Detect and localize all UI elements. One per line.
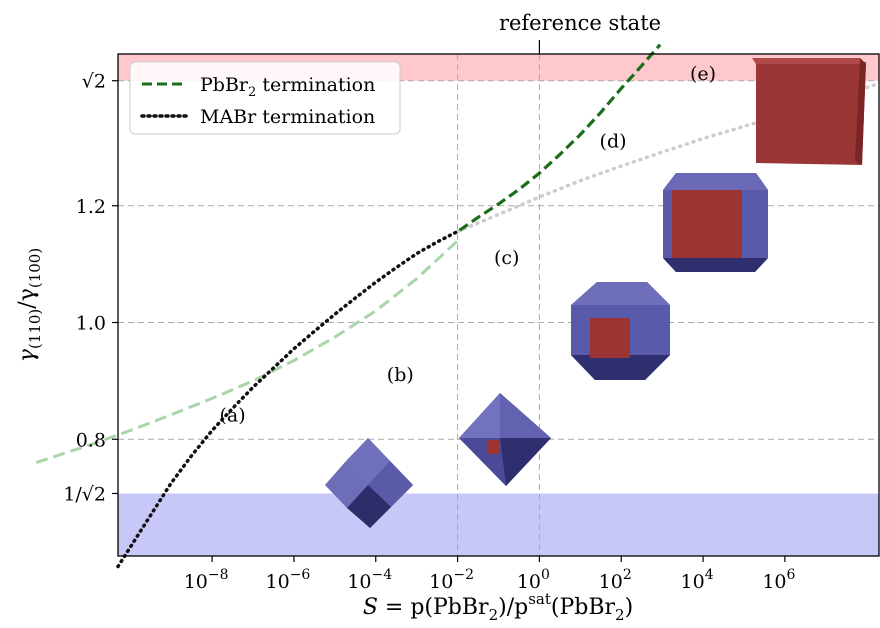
series-line-0 <box>458 43 662 232</box>
legend: PbBr2 termination MABr termination <box>129 61 401 135</box>
shape-label: (a) <box>219 405 245 427</box>
crystal-b-icon <box>459 393 551 486</box>
y-tick-label: 1.2 <box>76 196 106 218</box>
shape-label: (c) <box>494 247 519 269</box>
x-tick-label: 104 <box>681 567 714 593</box>
x-tick-label: 10−4 <box>347 567 392 593</box>
x-tick-label: 10−2 <box>429 567 474 593</box>
y-tick-label: 0.8 <box>76 429 106 451</box>
shape-label: (e) <box>690 63 716 85</box>
crystal-d-icon <box>663 173 768 272</box>
x-tick-label: 106 <box>762 567 795 593</box>
crystal-e-icon <box>752 58 866 165</box>
crystal-a-icon <box>325 438 413 528</box>
y-ticks: 1/√2 0.8 1.0 1.2 √2 <box>63 71 118 505</box>
y-tick-label: 1.0 <box>76 313 106 335</box>
legend-label-mabr: MABr termination <box>200 106 375 128</box>
x-tick-label: 10−8 <box>184 567 229 593</box>
shape-label: (b) <box>387 364 414 386</box>
shape-label: (d) <box>600 130 627 152</box>
legend-label-pbbr2: PbBr2 termination <box>200 74 375 100</box>
y-tick-label: √2 <box>82 71 106 93</box>
y-axis-label: γ(110)/γ(100) <box>15 248 44 362</box>
shape-labels: (a) (b) (c) (d) (e) <box>219 63 716 427</box>
y-tick-label: 1/√2 <box>63 483 106 505</box>
reference-state-label: reference state <box>499 11 661 35</box>
series-line-3 <box>455 81 880 234</box>
x-ticks: 10−8 10−6 10−4 10−2 100 102 104 106 <box>184 556 796 593</box>
x-tick-label: 102 <box>599 567 632 593</box>
x-tick-label: 100 <box>517 567 550 593</box>
bands <box>118 54 879 556</box>
plot-frame <box>117 53 880 557</box>
x-axis-label: S = p(PbBr2)/psat(PbBr2) <box>363 590 633 624</box>
x-tick-label: 10−6 <box>266 567 311 593</box>
band-0 <box>118 493 879 556</box>
series <box>35 43 880 569</box>
series-line-1 <box>116 229 460 569</box>
crystal-c-icon <box>571 282 670 380</box>
